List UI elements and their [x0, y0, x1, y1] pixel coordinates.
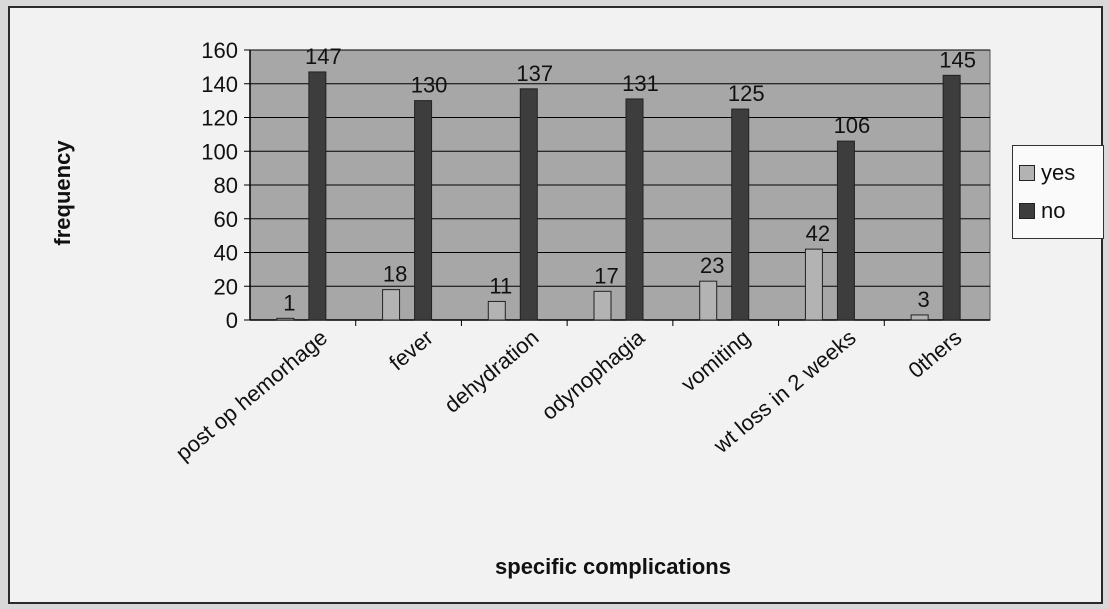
data-label-yes: 1 — [283, 290, 295, 315]
bar-yes-1 — [382, 289, 401, 321]
data-label-no: 106 — [834, 113, 871, 138]
data-label-no: 145 — [939, 47, 976, 72]
legend-label-yes: yes — [1041, 160, 1076, 185]
legend-item-yes: yes — [1019, 154, 1097, 192]
plot-area: 0 20 40 60 80 100 120 140 160 1 147 post op hemorha… — [171, 38, 991, 466]
y-tick-label: 120 — [201, 106, 238, 131]
data-label-yes: 11 — [489, 273, 512, 298]
bar-yes-0 — [276, 317, 295, 321]
bar-yes-4 — [699, 280, 718, 321]
legend-swatch-yes — [1019, 165, 1035, 181]
x-axis-title: specific complications — [495, 554, 731, 579]
bar-no-2 — [519, 88, 538, 321]
data-label-yes: 18 — [383, 262, 407, 287]
chart-figure: 0 20 40 60 80 100 120 140 160 1 147 post op hemorha… — [8, 6, 1104, 604]
y-tick-label: 100 — [201, 139, 238, 164]
y-tick-label: 0 — [226, 308, 238, 333]
legend-item-no: no — [1019, 192, 1097, 230]
x-category-label: 0thers — [903, 325, 966, 383]
data-label-yes: 17 — [594, 263, 618, 288]
legend-label-no: no — [1041, 198, 1066, 223]
data-label-no: 131 — [622, 71, 659, 96]
y-tick-label: 20 — [214, 274, 238, 299]
y-tick-label: 140 — [201, 72, 238, 97]
x-category-label: post op hemorhage — [171, 325, 332, 466]
y-tick-label: 80 — [214, 173, 238, 198]
bar-no-1 — [414, 100, 433, 321]
bar-no-4 — [731, 108, 750, 321]
data-label-yes: 42 — [806, 221, 830, 246]
x-category-label: odynophagia — [537, 324, 650, 425]
bar-yes-2 — [487, 300, 506, 321]
y-tick-label: 160 — [201, 38, 238, 63]
legend-swatch-no — [1019, 203, 1035, 219]
bar-yes-6 — [910, 314, 929, 321]
y-tick-label: 40 — [214, 241, 238, 266]
data-label-yes: 23 — [700, 253, 724, 278]
bar-no-5 — [836, 140, 855, 321]
y-axis-title: frequency — [50, 140, 75, 246]
data-label-no: 147 — [305, 44, 342, 69]
bar-yes-5 — [804, 248, 823, 321]
data-label-no: 130 — [411, 73, 448, 98]
bar-no-0 — [308, 71, 327, 321]
data-label-no: 137 — [516, 61, 553, 86]
bar-no-6 — [942, 74, 961, 321]
y-tick-label: 60 — [214, 207, 238, 232]
data-label-yes: 3 — [918, 287, 930, 312]
bar-no-3 — [625, 98, 644, 321]
data-label-no: 125 — [728, 81, 765, 106]
x-category-label: fever — [384, 325, 438, 376]
legend: yes no — [1012, 145, 1104, 239]
x-category-label: dehydration — [439, 325, 543, 418]
bar-chart: 0 20 40 60 80 100 120 140 160 1 147 post op hemorha… — [50, 38, 991, 579]
x-category-label: vomiting — [676, 325, 755, 397]
bar-yes-3 — [593, 290, 612, 321]
